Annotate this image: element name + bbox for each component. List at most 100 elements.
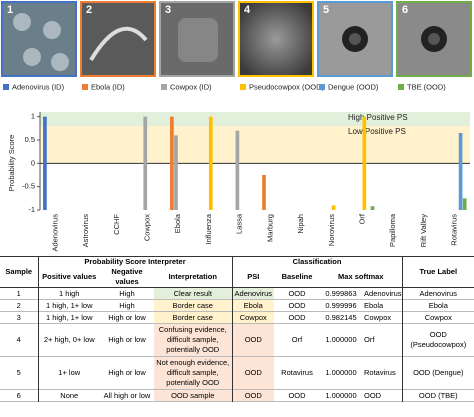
bar — [370, 206, 375, 210]
table-cell: Cowpox — [401, 311, 474, 324]
table-cell: OOD (Dengue) — [401, 356, 474, 390]
legend-label: Ebola (ID) — [91, 82, 125, 91]
table-cell: 1+ low — [37, 356, 100, 390]
virion-core — [428, 33, 440, 45]
x-tick-label: Cowpox — [142, 214, 151, 241]
legend-label: TBE (OOD) — [407, 82, 446, 91]
table-cell: OOD — [364, 390, 382, 400]
table-cell: 2+ high, 0+ low — [37, 323, 100, 357]
micrograph — [1, 1, 77, 77]
table-cell: All high or low — [103, 390, 151, 400]
micrograph — [238, 1, 314, 77]
legend-label: Cowpox (ID) — [170, 82, 212, 91]
band-label: Low Positive PS — [348, 127, 406, 136]
x-tick-label: Ebola — [173, 213, 182, 233]
table-cell: Adenovirus — [364, 288, 402, 298]
table-cell: High — [119, 288, 135, 298]
table-row: 3 1 high, 1+ low High or low Border case Cow… — [0, 311, 474, 324]
panel-number: 2 — [86, 4, 92, 16]
header: Sample — [0, 256, 38, 288]
table-cell: High or low — [108, 312, 146, 322]
x-tick-label: Rotavirus — [450, 214, 459, 246]
band-label: High Positive PS — [348, 113, 408, 122]
table-cell: OOD sample — [154, 389, 233, 402]
table-cell: Rotavirus — [364, 368, 396, 377]
table-cell: 1 high — [37, 287, 100, 300]
table-cell: OOD — [231, 356, 275, 390]
figure-top: Probability Score 1 Adenovirus (ID) 2 Ebola… — [1, 1, 472, 252]
table-cell: 0.999996 — [325, 300, 357, 310]
legend-label: Adenovirus (ID) — [12, 82, 65, 91]
table-cell: Border case — [154, 311, 233, 324]
table-cell: Confusing evidence, difficult sample, po… — [154, 323, 233, 357]
table-cell: Rotavirus — [281, 368, 313, 377]
x-tick-label: Marburg — [265, 214, 274, 242]
table-cell: 2 — [16, 300, 21, 310]
table-cell: OOD — [288, 288, 306, 298]
y-tick-label: 1 — [31, 112, 35, 121]
table-cell: Ebola — [401, 299, 474, 312]
table-cell: Adenovirus — [231, 287, 275, 300]
table-cell: 3 — [16, 312, 21, 322]
table-cell: 1.000000 — [325, 390, 357, 400]
table-cell: 0.999863 — [325, 288, 357, 298]
particle — [51, 53, 69, 71]
subheader: Baseline — [274, 267, 321, 288]
bar — [170, 116, 174, 210]
table-cell: OOD — [288, 312, 306, 322]
table-cell: Orf — [364, 335, 375, 344]
panel-number: 3 — [165, 4, 171, 16]
y-axis-title: Probability Score — [7, 135, 16, 192]
y-tick-label: -0.5 — [22, 182, 35, 191]
legend-swatch — [398, 84, 404, 90]
panel-number: 6 — [402, 4, 408, 16]
virion-core — [349, 33, 361, 45]
table-cell: 0.982145 — [325, 312, 357, 322]
x-tick-label: Astrovirus — [81, 214, 90, 248]
table-cell: 1 — [16, 288, 21, 298]
x-tick-label: Papilloma — [388, 213, 397, 247]
bar — [208, 116, 213, 210]
table-cell: High — [119, 300, 135, 310]
particle — [23, 48, 41, 66]
bar — [331, 205, 336, 210]
bar — [362, 116, 367, 210]
table-cell: 4 — [16, 335, 21, 344]
bar — [235, 130, 240, 210]
panel-number: 1 — [7, 4, 13, 16]
header: Probability Score Interpreter — [37, 256, 233, 267]
table-cell: 1 high, 1+ low — [37, 299, 100, 312]
bar — [174, 135, 178, 210]
table-cell: Cowpox — [364, 312, 392, 322]
y-tick-label: 0 — [31, 158, 35, 167]
table-cell: 1 high, 1+ low — [37, 311, 100, 324]
results-table: Sample Probability Score Interpreter Cla… — [0, 256, 474, 402]
table-cell: Orf — [291, 335, 303, 344]
table-cell: OOD (TBE) — [401, 389, 474, 402]
legend-label: Pseudocowpox (OOD) — [249, 82, 325, 91]
table-cell: OOD (Pseudocowpox) — [401, 323, 474, 357]
table-cell: 1.000000 — [325, 368, 357, 377]
x-tick-label: Nipah — [296, 214, 305, 234]
bar — [458, 133, 463, 210]
table-cell: High or low — [108, 368, 146, 377]
bar — [262, 175, 266, 210]
header: True Label — [401, 256, 474, 288]
header: Classification — [231, 256, 403, 267]
y-tick-label: -1 — [28, 205, 35, 214]
particle — [43, 21, 61, 39]
bar — [43, 116, 47, 210]
threshold-band — [40, 126, 470, 164]
table-cell: None — [37, 389, 100, 402]
subheader: Interpretation — [154, 267, 233, 288]
table-cell: 6 — [16, 390, 21, 400]
legend-swatch — [3, 84, 9, 90]
subheader: Positive values — [37, 267, 100, 288]
table-row: 6 None All high or low OOD sample OOD OOD 1.00… — [0, 389, 474, 402]
table-cell: OOD — [231, 389, 275, 402]
bar — [462, 198, 467, 210]
